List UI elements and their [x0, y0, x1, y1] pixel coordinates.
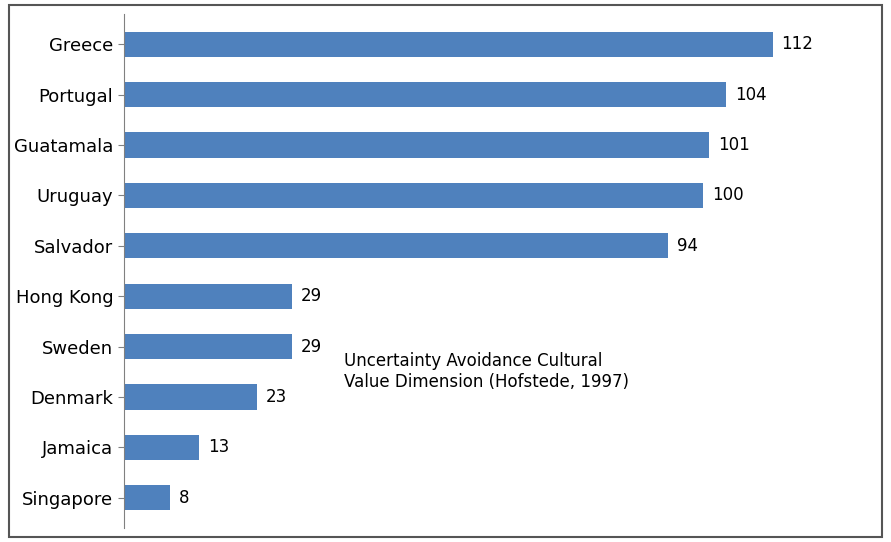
Bar — [124, 233, 668, 259]
Text: 23: 23 — [266, 388, 287, 406]
Bar — [124, 384, 257, 410]
Text: 104: 104 — [735, 86, 767, 104]
Bar — [124, 283, 291, 309]
Text: 29: 29 — [300, 338, 322, 356]
Text: Uncertainty Avoidance Cultural
Value Dimension (Hofstede, 1997): Uncertainty Avoidance Cultural Value Dim… — [344, 352, 629, 391]
Bar — [124, 183, 703, 208]
Text: 101: 101 — [718, 136, 749, 154]
Text: 29: 29 — [300, 287, 322, 305]
Bar — [124, 31, 772, 57]
Text: 100: 100 — [712, 186, 744, 204]
Bar — [124, 485, 170, 511]
Text: 8: 8 — [179, 489, 189, 507]
Text: 94: 94 — [677, 237, 699, 255]
Bar — [124, 132, 709, 158]
Bar — [124, 334, 291, 359]
Text: 112: 112 — [781, 35, 813, 53]
Bar — [124, 82, 726, 107]
Bar — [124, 435, 199, 460]
Text: 13: 13 — [208, 438, 229, 456]
